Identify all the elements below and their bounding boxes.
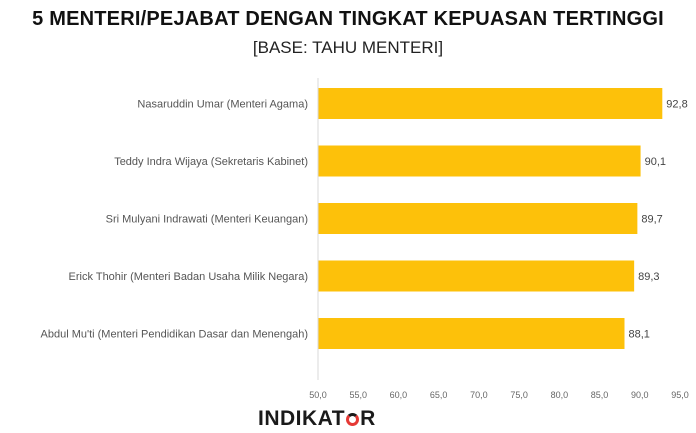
x-tick-label-8: 85,0	[591, 390, 609, 400]
x-tick-label-9: 90,0	[631, 390, 649, 400]
x-tick-label-2: 55,0	[349, 390, 367, 400]
x-tick-label-5: 70,0	[470, 390, 488, 400]
x-tick-labels: 50,0 55,0 60,0 65,0 70,0 75,0 80,0 85,0 90,0 95,0	[309, 390, 689, 400]
value-label-3: 89,7	[641, 214, 662, 226]
x-tick-label-6: 75,0	[510, 390, 528, 400]
value-label-5: 88,1	[628, 329, 649, 341]
bar-1	[318, 88, 663, 119]
x-tick-label-7: 80,0	[551, 390, 569, 400]
bar-3	[318, 203, 638, 234]
indikator-logo: INDIKAT R	[258, 407, 376, 431]
category-label-3: Sri Mulyani Indrawati (Menteri Keuangan)	[106, 214, 308, 226]
value-labels: 92,8 90,1 89,7 89,3 88,1	[628, 99, 687, 341]
category-label-1: Nasaruddin Umar (Menteri Agama)	[137, 99, 308, 111]
value-label-1: 92,8	[666, 99, 687, 111]
value-label-2: 90,1	[645, 156, 666, 168]
chart-title: 5 MENTERI/PEJABAT DENGAN TINGKAT KEPUASA…	[32, 8, 664, 30]
category-labels: Nasaruddin Umar (Menteri Agama) Teddy Ind…	[41, 99, 308, 341]
logo-text-start: INDIKAT	[258, 407, 346, 430]
category-label-4: Erick Thohir (Menteri Badan Usaha Milik …	[69, 271, 308, 283]
logo-ring-icon	[346, 412, 360, 426]
category-label-2: Teddy Indra Wijaya (Sekretaris Kabinet)	[114, 156, 308, 168]
x-tick-label-1: 50,0	[309, 390, 327, 400]
value-label-4: 89,3	[638, 271, 659, 283]
chart-subtitle: [BASE: TAHU MENTERI]	[252, 38, 444, 57]
logo-text-end: R	[360, 407, 376, 430]
bar-4	[318, 260, 635, 292]
x-tick-label-3: 60,0	[390, 390, 408, 400]
x-tick-label-10: 95,0	[671, 390, 689, 400]
bar-5	[318, 318, 625, 349]
bar-2	[318, 145, 641, 177]
category-label-5: Abdul Mu'ti (Menteri Pendidikan Dasar da…	[41, 329, 308, 341]
x-tick-label-4: 65,0	[430, 390, 448, 400]
bars-group	[318, 88, 663, 349]
